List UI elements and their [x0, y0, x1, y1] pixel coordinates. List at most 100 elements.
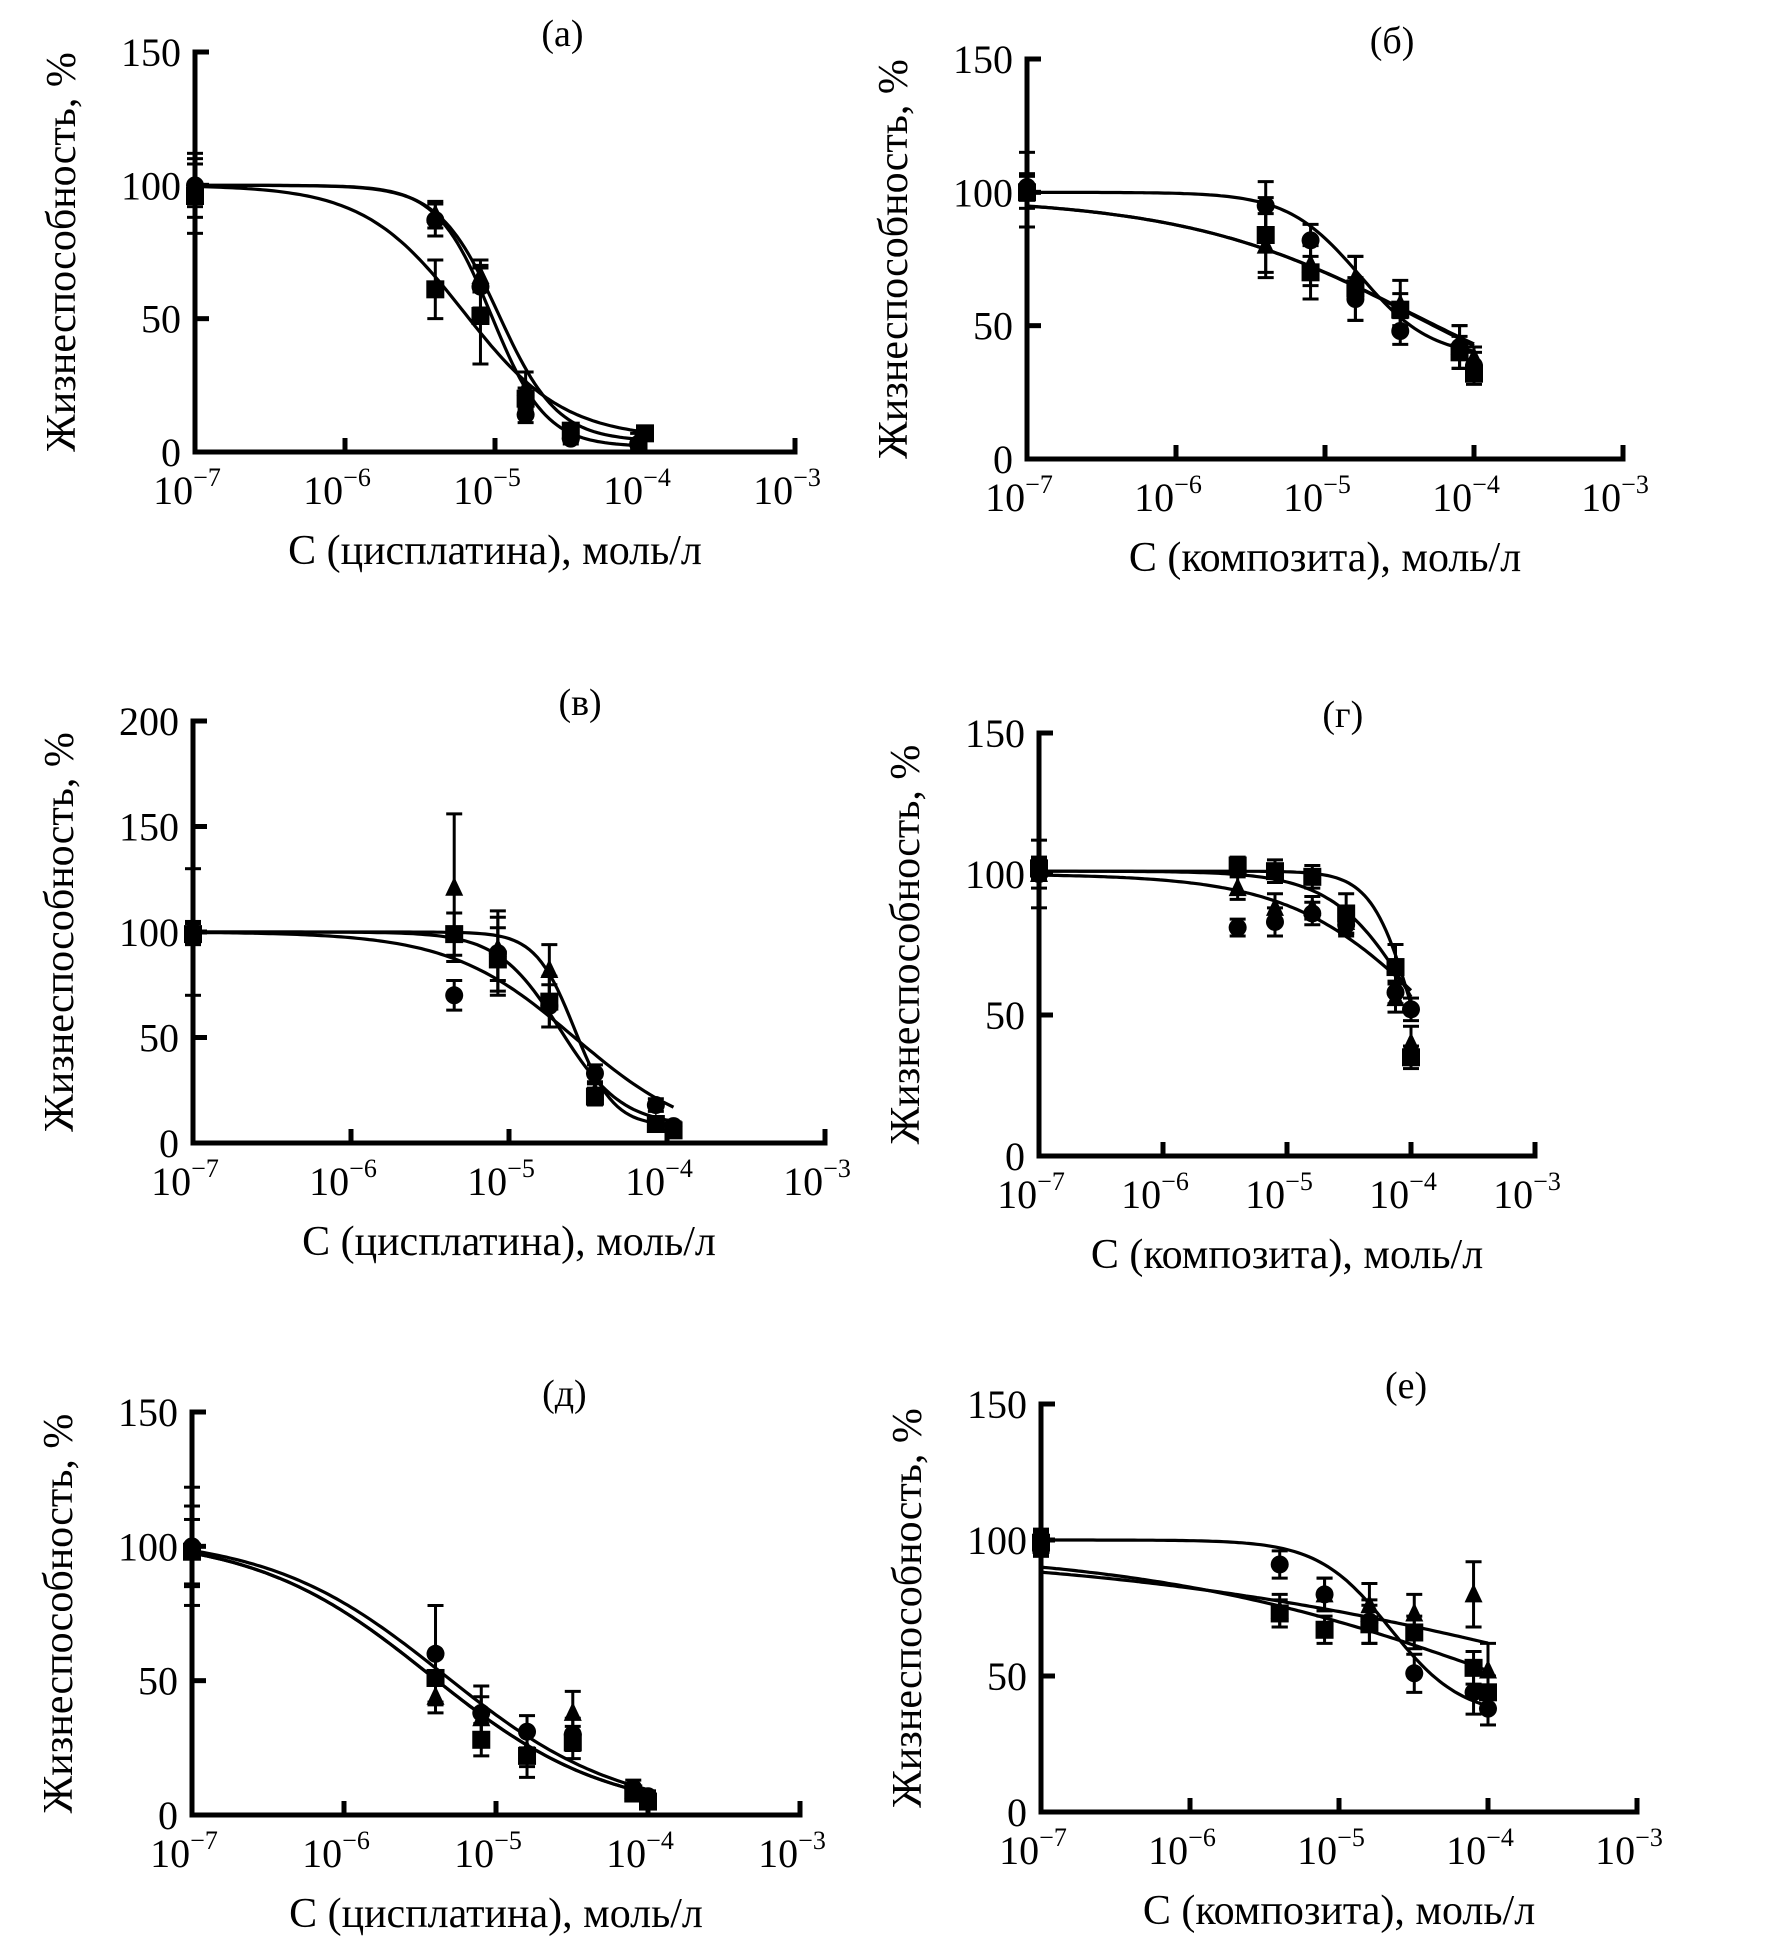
data-point-triangle — [563, 1701, 582, 1721]
y-tick-label: 50 — [139, 1016, 179, 1061]
x-tick-label: 10−5 — [1283, 470, 1351, 520]
series-triangle — [184, 812, 683, 1137]
series-triangle — [186, 151, 648, 447]
data-point-square — [1337, 904, 1356, 923]
data-point-triangle — [1465, 346, 1483, 366]
data-point-circle — [1270, 1555, 1289, 1574]
x-tick-label: 10−5 — [1297, 1823, 1365, 1873]
fit-curve-triangle — [1039, 869, 1413, 998]
x-tick-label: 10−4 — [1432, 470, 1500, 520]
series-circle — [1018, 172, 1483, 381]
panel-g: 0 50 100 150 10−7 10−6 10−5 10−4 10−3C (композит… — [883, 694, 1561, 1278]
x-tick-label: 10−7 — [999, 1823, 1067, 1873]
y-tick-label: 150 — [118, 1390, 178, 1435]
data-point-circle — [1464, 1683, 1483, 1702]
x-tick-label: 10−7 — [153, 463, 221, 513]
data-point-square — [426, 1668, 445, 1687]
data-point-square — [1256, 226, 1275, 244]
data-point-square — [1479, 1683, 1497, 1702]
data-point-square — [1450, 343, 1469, 362]
x-tick-label: 10−7 — [151, 1154, 219, 1204]
data-point-square — [1465, 364, 1483, 383]
x-tick-label: 10−6 — [1148, 1823, 1216, 1873]
data-point-circle — [1405, 1664, 1424, 1683]
series-square — [184, 911, 683, 1140]
data-point-square — [1301, 263, 1320, 282]
y-tick-label: 0 — [1007, 1790, 1027, 1835]
panel-v: 0 50 100 150 200 10−7 10−6 10−5 10−4 10−3 C (циспл… — [37, 682, 851, 1265]
x-axis-title: C (композита), моль/л — [1091, 1232, 1483, 1278]
x-tick-label: 10−4 — [606, 1826, 674, 1876]
data-point-square — [186, 187, 204, 205]
data-point-square — [472, 1730, 491, 1749]
x-tick-label: 10−3 — [1493, 1167, 1561, 1217]
data-point-square — [636, 424, 654, 443]
data-point-triangle — [472, 1707, 491, 1727]
fit-curve-circle — [1038, 873, 1413, 992]
data-point-circle — [646, 1096, 665, 1115]
y-tick-label: 50 — [973, 304, 1013, 349]
fit-curve-square — [191, 1551, 649, 1795]
panel-b: 0 50 100 150 10−7 10−6 10−5 10−4 10−3 C (композит… — [871, 20, 1649, 581]
y-tick-label: 0 — [161, 430, 181, 475]
x-tick-label: 10−4 — [603, 463, 671, 513]
data-point-square — [488, 950, 507, 969]
data-point-square — [1346, 279, 1365, 298]
y-tick-label: 50 — [141, 297, 181, 342]
x-tick-label: 10−4 — [1446, 1823, 1514, 1873]
x-axis-title: C (композита), моль/л — [1129, 535, 1521, 581]
data-point-square — [1402, 1048, 1420, 1067]
y-tick-label: 100 — [121, 163, 181, 208]
y-tick-label: 0 — [158, 1793, 178, 1838]
series-triangle — [1018, 150, 1483, 370]
data-point-square — [1265, 862, 1284, 881]
x-axis-title: C (цисплатина), моль/л — [302, 1219, 716, 1265]
y-axis-title: Жизнеспособность, % — [36, 1414, 82, 1814]
data-point-triangle — [1228, 877, 1247, 897]
panel-a: 0 50 100 150 10−7 10−6 10−5 10−4 10−3 C (цисплати… — [39, 13, 821, 574]
x-tick-label: 10−6 — [309, 1154, 377, 1204]
x-tick-label: 10−7 — [150, 1826, 218, 1876]
fit-curve-circle — [195, 183, 639, 448]
panel-title: (в) — [558, 682, 601, 724]
series-circle — [1030, 858, 1420, 1023]
panel-title: (д) — [542, 1373, 587, 1415]
data-point-square — [540, 992, 559, 1011]
data-point-square — [646, 1115, 665, 1134]
x-tick-label: 10−4 — [1369, 1167, 1437, 1217]
x-axis-title: C (композита), моль/л — [1143, 1888, 1535, 1934]
data-point-triangle — [445, 876, 464, 896]
data-point-square — [585, 1087, 604, 1106]
y-tick-label: 100 — [965, 852, 1025, 897]
data-point-triangle — [1464, 1583, 1483, 1603]
data-point-square — [1464, 1658, 1483, 1677]
y-axis-title: Жизнеспособность, % — [885, 1408, 931, 1808]
series-circle — [183, 1485, 657, 1806]
series-square — [183, 1517, 657, 1811]
y-tick-label: 100 — [119, 910, 179, 955]
data-point-triangle — [1303, 896, 1322, 916]
series-square — [1030, 855, 1420, 1071]
data-point-square — [184, 925, 202, 944]
y-tick-label: 100 — [953, 170, 1013, 215]
x-tick-label: 10−4 — [625, 1154, 693, 1204]
panel-title: (г) — [1322, 694, 1363, 736]
data-point-square — [1315, 1620, 1334, 1639]
y-tick-label: 0 — [993, 437, 1013, 482]
panel-title: (а) — [541, 13, 583, 55]
y-axis-title: Жизнеспособность, % — [37, 732, 83, 1132]
x-axis-title: C (цисплатина), моль/л — [289, 1891, 703, 1937]
fit-curve-square — [193, 930, 674, 1123]
y-axis-title: Жизнеспособность, % — [883, 745, 929, 1145]
data-point-square — [1391, 300, 1410, 319]
y-tick-label: 100 — [118, 1524, 178, 1569]
fit-curve-square — [1039, 869, 1413, 1006]
data-point-square — [639, 1792, 657, 1811]
x-tick-label: 10−6 — [302, 1826, 370, 1876]
data-point-square — [561, 421, 580, 440]
x-tick-label: 10−5 — [453, 463, 521, 513]
data-point-square — [445, 925, 464, 944]
data-point-square — [1303, 867, 1322, 886]
x-tick-label: 10−5 — [454, 1826, 522, 1876]
